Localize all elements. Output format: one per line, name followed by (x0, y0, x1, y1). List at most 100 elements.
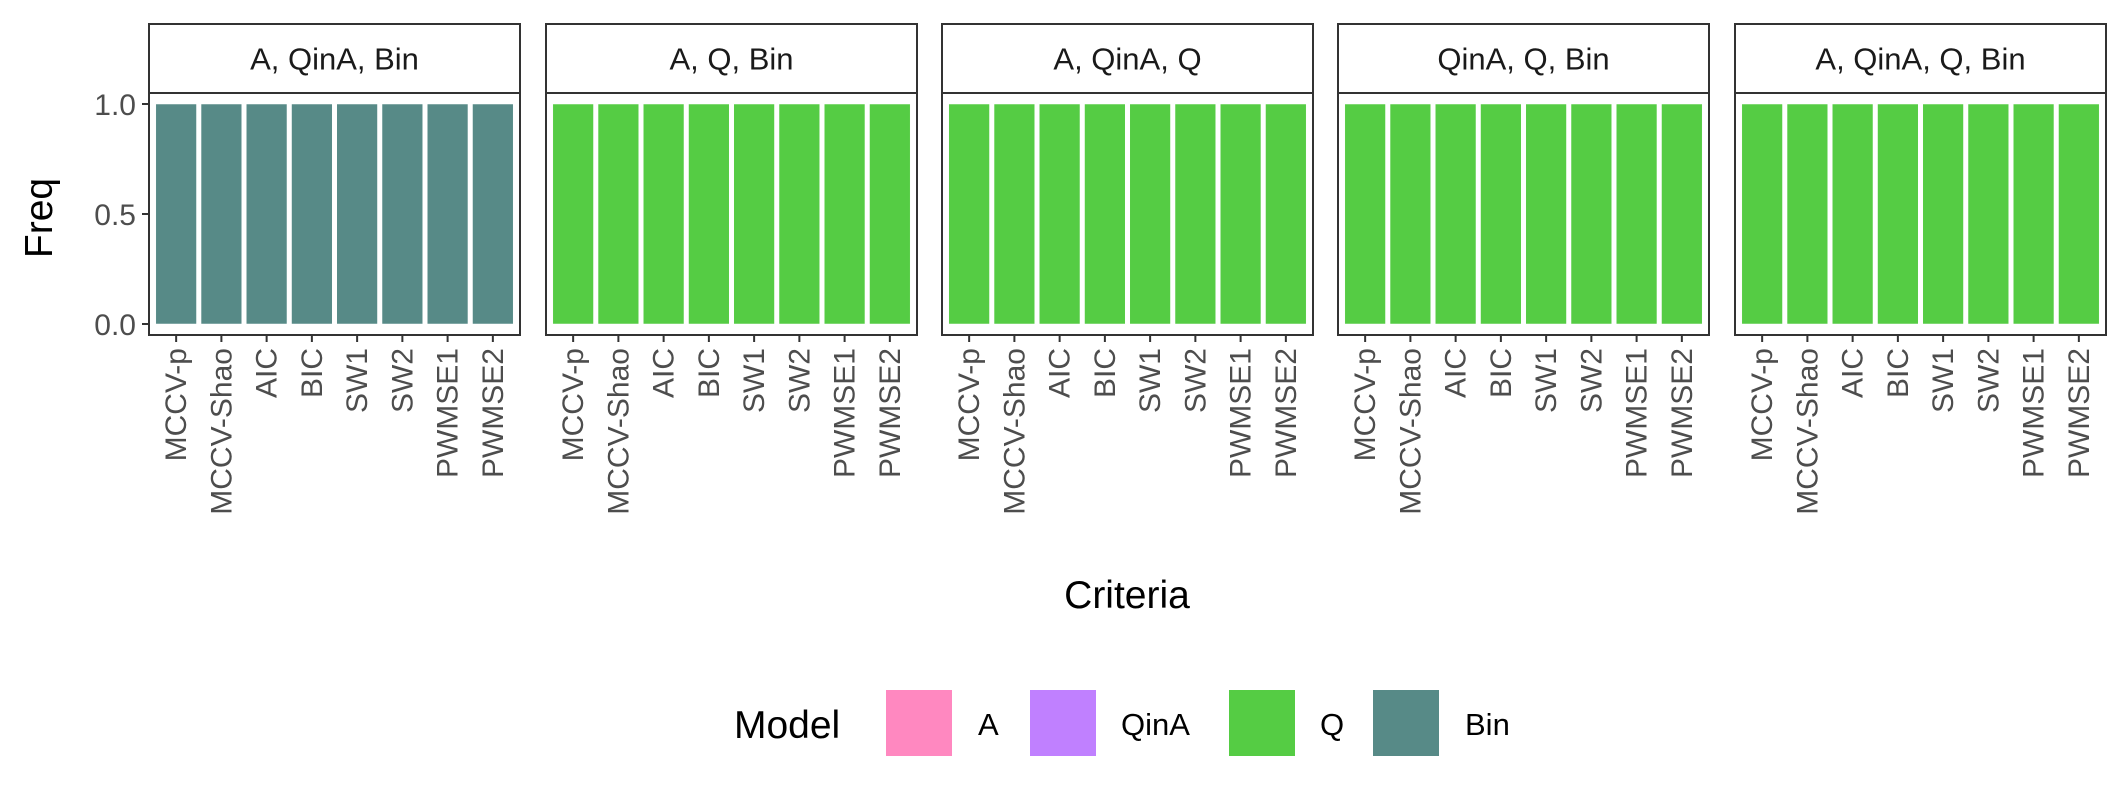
legend-key (1229, 690, 1295, 756)
facet-panel: QinA, Q, Bin MCCV-p MCCV-Shao AIC BIC SW1 SW2 P… (1337, 23, 1710, 515)
bar (1741, 103, 1783, 325)
x-tick-label: MCCV-p (1746, 348, 1779, 461)
facet-panel: A, QinA, Bin MCCV-p MCCV-Shao AIC BIC SW1 SW2 P… (148, 23, 521, 515)
x-tick-label: PWMSE1 (2018, 348, 2051, 478)
bar (1661, 103, 1703, 325)
x-tick-label: AIC (251, 348, 284, 398)
facet-title: A, QinA, Q, Bin (1815, 42, 2025, 77)
bar (733, 103, 775, 325)
x-tick-label: AIC (648, 348, 681, 398)
x-tick-label: SW2 (1972, 348, 2005, 413)
bar (1265, 103, 1307, 325)
x-tick-label: MCCV-p (1349, 348, 1382, 461)
legend-key (1373, 690, 1439, 756)
x-tick-label: SW2 (1179, 348, 1212, 413)
bar (291, 103, 333, 325)
facet-title: A, QinA, Bin (250, 42, 419, 77)
bar (1174, 103, 1216, 325)
x-tick-label: PWMSE1 (1225, 348, 1258, 478)
panel-border (545, 92, 918, 336)
x-tick-label: PWMSE1 (829, 348, 862, 478)
x-tick-label: MCCV-p (160, 348, 193, 461)
x-tick-label: SW1 (1134, 348, 1167, 413)
x-axis-title: Criteria (1064, 574, 1190, 617)
bar (948, 103, 990, 325)
bar (1039, 103, 1081, 325)
x-tick-label: PWMSE2 (477, 348, 510, 478)
facet-title: A, Q, Bin (669, 42, 793, 77)
x-tick-label: BIC (1882, 348, 1915, 398)
x-tick-label: AIC (1044, 348, 1077, 398)
bar (552, 103, 594, 325)
facet-title: QinA, Q, Bin (1437, 42, 1609, 77)
x-tick-label: MCCV-Shao (1791, 348, 1824, 515)
bar (1877, 103, 1919, 325)
facet-strip (1734, 23, 2107, 94)
bar (1786, 103, 1829, 325)
panel-border (1337, 92, 1710, 336)
legend-label: Bin (1465, 707, 1510, 742)
bar (2058, 103, 2100, 325)
legend-title: Model (734, 704, 840, 747)
bar (472, 103, 514, 325)
facet-panel: A, Q, Bin MCCV-p MCCV-Shao AIC BIC SW1 SW2 PWMS… (545, 23, 918, 515)
bar (1435, 103, 1477, 325)
x-tick-label: SW2 (386, 348, 419, 413)
bar (1967, 103, 2009, 325)
facet-strip (941, 23, 1314, 94)
bar (778, 103, 820, 325)
x-tick-label: AIC (1837, 348, 1870, 398)
legend-label: A (978, 707, 999, 742)
bar (869, 103, 911, 325)
x-tick-label: MCCV-Shao (205, 348, 238, 515)
x-tick-label: MCCV-p (557, 348, 590, 461)
facet-panel: A, QinA, Q, Bin MCCV-p MCCV-Shao AIC BIC SW1 S… (1734, 23, 2107, 515)
x-tick-label: MCCV-Shao (998, 348, 1031, 515)
y-axis-title: Freq (18, 178, 61, 258)
panel-border (941, 92, 1314, 336)
legend-label: QinA (1121, 707, 1190, 742)
x-tick-label: PWMSE2 (2063, 348, 2096, 478)
bar (1084, 103, 1126, 325)
bar (643, 103, 685, 325)
legend-key (886, 690, 952, 756)
facet-title: A, QinA, Q (1053, 42, 1201, 77)
bar (1525, 103, 1567, 325)
bar (597, 103, 640, 325)
bar (1922, 103, 1964, 325)
x-tick-label: BIC (1485, 348, 1518, 398)
x-tick-label: SW1 (738, 348, 771, 413)
x-tick-label: SW1 (1927, 348, 1960, 413)
legend-label: Q (1320, 707, 1344, 742)
bar (1389, 103, 1432, 325)
bar (246, 103, 288, 325)
x-tick-label: PWMSE1 (1621, 348, 1654, 478)
facet-panel: A, QinA, Q MCCV-p MCCV-Shao AIC BIC SW1 SW2 PWM… (941, 23, 1314, 515)
x-tick-label: MCCV-Shao (1394, 348, 1427, 515)
bar (688, 103, 730, 325)
bar (1832, 103, 1874, 325)
legend-key (1030, 690, 1096, 756)
bar (155, 103, 197, 325)
x-tick-label: PWMSE2 (874, 348, 907, 478)
facets-layer: A, QinA, Bin MCCV-p MCCV-Shao AIC BIC SW1 SW2 P… (148, 23, 2107, 515)
x-tick-label: MCCV-Shao (602, 348, 635, 515)
bar (824, 103, 866, 325)
x-tick-label: BIC (1089, 348, 1122, 398)
bar (1616, 103, 1658, 325)
bar (427, 103, 469, 325)
bar (1344, 103, 1386, 325)
bar (381, 103, 423, 325)
facet-strip (148, 23, 521, 94)
bar (2013, 103, 2055, 325)
x-tick-label: MCCV-p (953, 348, 986, 461)
facet-strip (1337, 23, 1710, 94)
bar (336, 103, 378, 325)
x-tick-label: PWMSE2 (1270, 348, 1303, 478)
x-tick-label: SW1 (1530, 348, 1563, 413)
x-tick-label: BIC (693, 348, 726, 398)
x-tick-label: SW2 (783, 348, 816, 413)
x-tick-label: PWMSE2 (1666, 348, 1699, 478)
bar (200, 103, 242, 325)
